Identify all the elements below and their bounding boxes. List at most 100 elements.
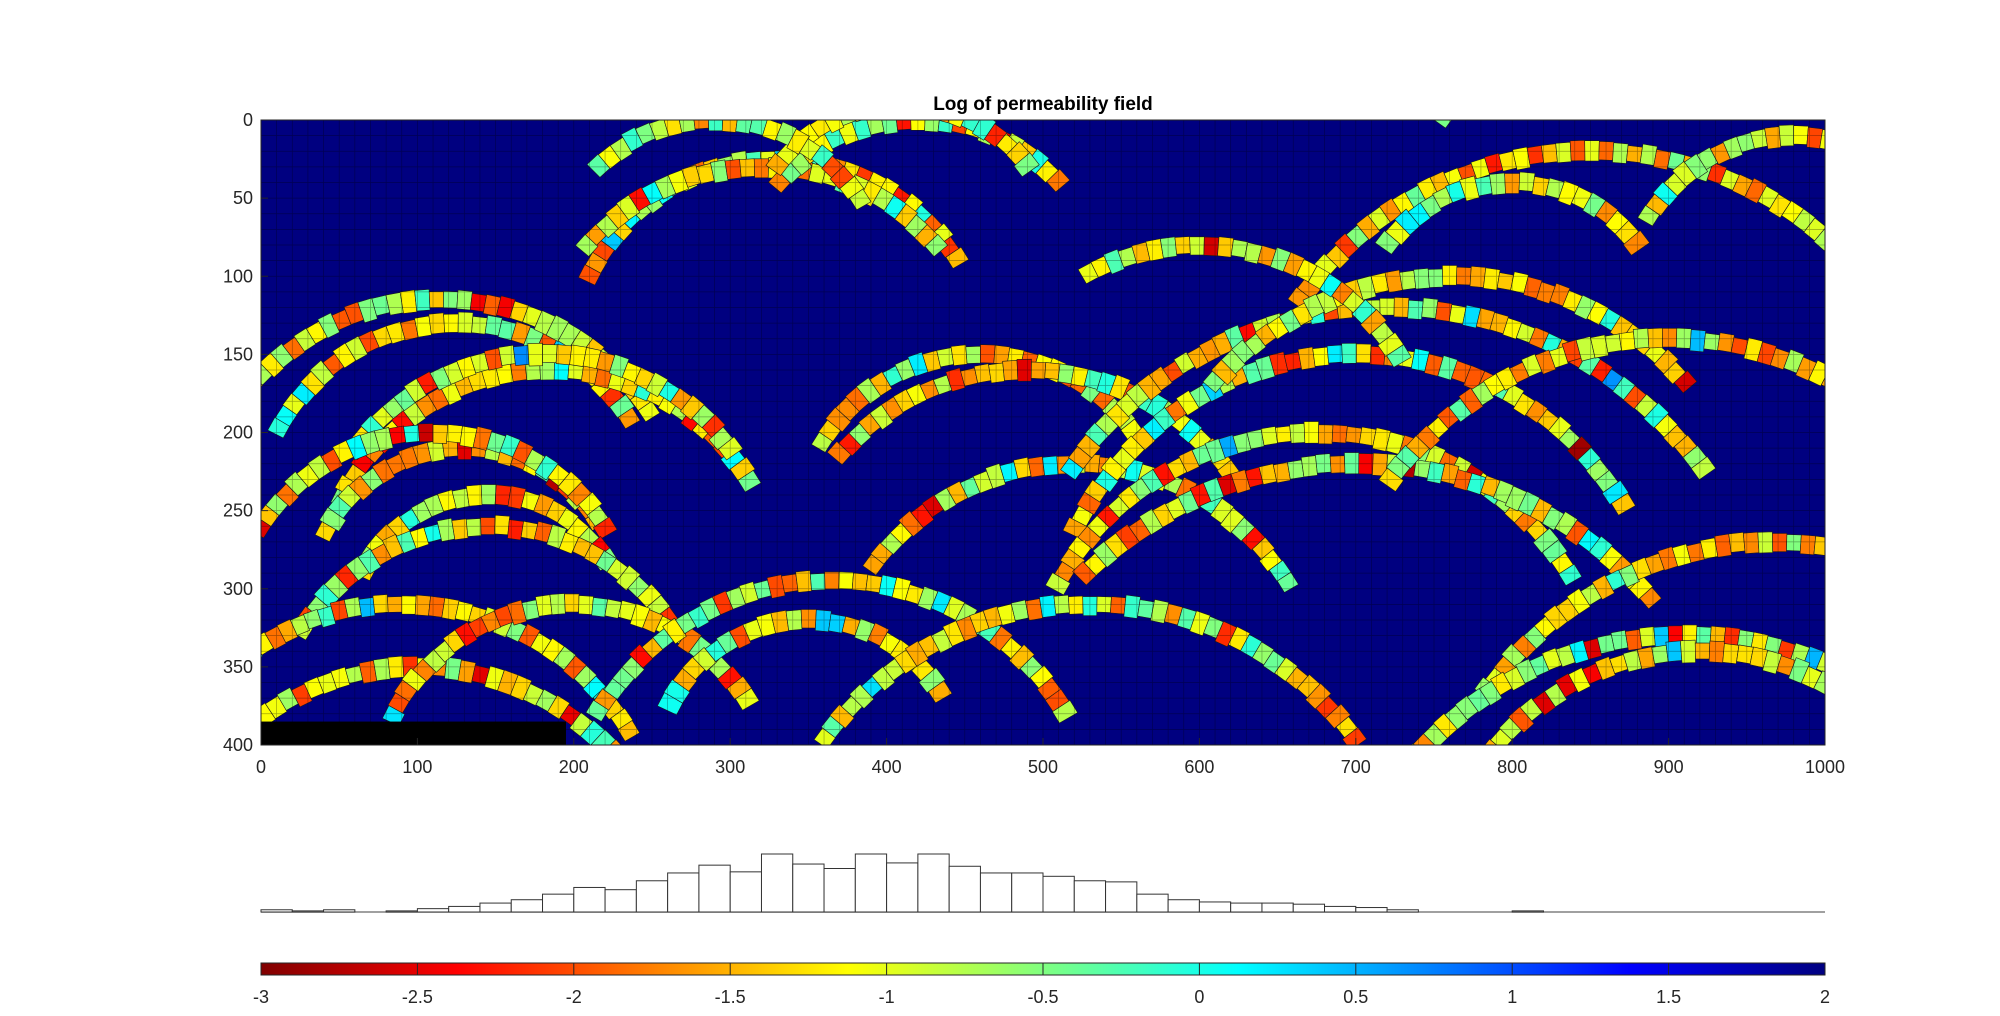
fracture-cell: [1083, 479, 1109, 503]
gridline: [261, 120, 1825, 745]
fracture-cell: [1407, 299, 1424, 320]
fracture-cell: [1051, 699, 1079, 724]
fracture-cell: [610, 751, 635, 775]
fracture-cell: [1595, 200, 1619, 225]
fracture-cell: [824, 571, 840, 590]
fracture-cell: [973, 363, 992, 384]
fracture-cell: [465, 518, 482, 537]
fracture-arc: [261, 423, 618, 540]
fracture-cells: [172, 0, 2000, 848]
fracture-cell: [1980, 599, 2000, 624]
fracture-cell: [1013, 456, 1032, 479]
fracture-arc: [586, 120, 872, 211]
fracture-cell: [1046, 168, 1071, 193]
colorbar-tick-label: 2: [1820, 987, 1830, 1007]
fracture-cell: [871, 666, 896, 692]
fracture-cell: [381, 533, 404, 559]
fracture-cell: [1526, 145, 1544, 165]
fracture-cell: [1757, 531, 1774, 554]
fracture-cell: [1282, 251, 1305, 277]
fracture-cell: [1350, 827, 1374, 848]
fracture-cell: [1469, 265, 1487, 288]
fracture-cell: [1778, 124, 1794, 147]
fracture-cell: [429, 366, 452, 391]
fracture-cell: [1315, 453, 1332, 474]
fracture-cell: [1636, 646, 1656, 670]
fracture-cell: [1363, 801, 1387, 823]
fracture-cell: [985, 463, 1006, 489]
fracture-cell: [577, 264, 602, 286]
fracture-cell: [1518, 171, 1536, 192]
fracture-cell: [826, 440, 852, 466]
fracture-cell: [1016, 358, 1032, 382]
fracture-cell: [1813, 535, 1825, 556]
fracture-cell: [1508, 706, 1535, 734]
fracture-cell: [307, 454, 331, 480]
fracture-cell: [545, 314, 570, 342]
fracture-cell: [533, 493, 555, 517]
fracture-cell: [1002, 359, 1019, 381]
fracture-cell: [547, 694, 571, 720]
fracture-cell: [498, 344, 516, 366]
fracture-cell: [909, 94, 925, 114]
fracture-cell: [840, 120, 857, 126]
x-tick-label: 1000: [1805, 757, 1845, 777]
x-tick-label: 500: [1028, 757, 1058, 777]
fracture-cell: [1887, 693, 1911, 719]
fracture-cell: [1103, 248, 1125, 275]
fracture-cell: [637, 400, 661, 423]
fracture-cell: [739, 158, 756, 178]
fracture-cell: [629, 603, 651, 629]
fracture-cell: [1918, 446, 1943, 470]
fracture-arc: [381, 593, 760, 727]
histogram-bar: [510, 899, 544, 913]
fracture-cell: [1044, 362, 1061, 380]
fracture-cell: [1115, 523, 1140, 551]
fracture-cell: [855, 120, 864, 123]
fracture-cell: [679, 394, 705, 421]
fracture-cell: [1921, 192, 1945, 215]
fracture-cell: [172, 709, 195, 731]
histogram-bar: [1073, 880, 1107, 913]
fracture-cell: [1084, 422, 1109, 447]
fracture-cell: [1303, 421, 1319, 444]
fracture-cell: [1742, 531, 1760, 555]
fracture-cell: [945, 367, 966, 392]
fracture-cell: [509, 674, 533, 701]
fracture-cell: [866, 120, 885, 136]
fracture-cell: [357, 297, 378, 324]
y-axis-ticks: 0 50 100 150 200 250 300 350 400: [223, 110, 268, 755]
fracture-cell: [1591, 574, 1615, 601]
fracture-cell: [582, 347, 602, 370]
fracture-cell: [891, 576, 912, 602]
fracture-cell: [610, 707, 634, 730]
fracture-cell: [1525, 399, 1549, 424]
fracture-cell: [1533, 11, 1554, 33]
fracture-cell: [1029, 664, 1054, 689]
fracture-cell: [309, 359, 335, 386]
fracture-cell: [1410, 348, 1430, 372]
fracture-cell: [1605, 569, 1626, 591]
fracture-cell: [451, 518, 469, 541]
fracture-cell: [1919, 0, 1940, 22]
fracture-cell: [456, 289, 473, 311]
fracture-cell: [1268, 351, 1289, 376]
fracture-cell: [303, 676, 325, 699]
histogram-bar: [385, 910, 418, 913]
fracture-cell: [982, 606, 1003, 629]
fracture-cell: [401, 595, 417, 615]
fracture-cell: [1274, 656, 1298, 682]
fracture-cell: [471, 315, 488, 335]
fracture-cell: [432, 424, 449, 444]
fracture-cell: [1833, 132, 1851, 152]
fracture-cell: [1872, 290, 1895, 312]
fracture-cell: [1471, 750, 1496, 773]
fracture-cell: [870, 542, 894, 565]
fracture-cell: [1204, 438, 1226, 464]
fracture-cell: [1399, 270, 1417, 291]
fracture-cell: [1626, 145, 1643, 164]
fracture-cell: [894, 203, 919, 229]
fracture-cell: [330, 666, 351, 690]
fracture-cell: [1013, 152, 1040, 178]
fracture-cell: [1517, 490, 1541, 517]
